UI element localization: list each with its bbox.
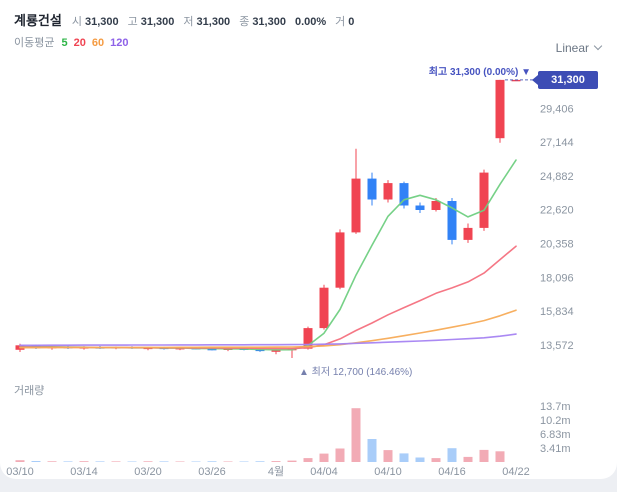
badge-arrow-left-icon: [532, 75, 538, 85]
candle-body: [319, 287, 329, 329]
volume-bar: [111, 461, 121, 462]
price-axis-label: 24,882: [540, 171, 574, 183]
candle-body: [271, 350, 281, 352]
candle-body: [447, 201, 457, 240]
volume-bar: [447, 448, 457, 462]
candle-body: [335, 232, 345, 288]
volume-bar: [95, 461, 105, 462]
close-field: 종 31,300: [239, 16, 286, 28]
price-axis-label: 20,358: [540, 239, 574, 251]
current-price-badge: 31,300: [532, 71, 598, 89]
candle-body: [383, 183, 393, 200]
ma-line-5: [19, 159, 517, 351]
volume-bar: [191, 461, 201, 462]
moving-average-legend: 이동평균 5 20 60 120: [14, 34, 128, 50]
volume-bar: [63, 461, 73, 462]
volume-bar: [271, 461, 281, 462]
price-volume-chart[interactable]: 29,406 27,144 24,882 22,620 20,358 18,096 15,8…: [0, 0, 617, 479]
ma-line-120: [19, 333, 517, 347]
candle-body: [367, 178, 377, 200]
x-axis-label: 04/10: [374, 466, 402, 478]
candle-body: [399, 183, 409, 206]
volume-bar: [159, 461, 169, 462]
candle-body: [479, 172, 489, 228]
ma-line-20: [19, 245, 517, 350]
candle-body: [415, 205, 425, 210]
price-axis-label: 22,620: [540, 205, 574, 217]
volume-bar: [463, 456, 473, 462]
volume-bar: [367, 439, 377, 462]
x-axis-label: 03/20: [134, 466, 162, 478]
price-axis-label: 29,406: [540, 103, 574, 115]
price-axis-label: 15,834: [540, 306, 574, 318]
stock-header: 계룡건설 시 31,300 고 31,300 저 31,300 종 31,300…: [14, 10, 354, 29]
volume-pane-label: 거래량: [14, 385, 45, 397]
volume-bar: [207, 461, 217, 462]
volume-axis-label: 13.7m: [540, 401, 571, 413]
volume-bar: [335, 448, 345, 462]
high-annotation: 최고 31,300 (0.00%) ▼: [428, 67, 531, 78]
x-axis-label: 04/16: [438, 466, 466, 478]
volume-bar: [479, 449, 489, 462]
volume-bar: [143, 461, 153, 462]
volume-bar: [303, 458, 313, 462]
x-axis-label: 4월: [268, 465, 284, 478]
volume-bar: [223, 461, 233, 462]
open-field: 시 31,300: [71, 16, 119, 28]
candle-body: [511, 79, 521, 82]
volume-bar: [431, 458, 441, 462]
candle-body: [303, 328, 313, 349]
stock-name: 계룡건설: [14, 13, 62, 28]
moving-average-label: 이동평균: [14, 37, 55, 49]
volume-bar: [31, 461, 41, 462]
price-axis-label: 13,572: [540, 340, 574, 352]
volume-bar: [255, 461, 265, 462]
volume-bar: [47, 461, 57, 462]
high-field: 고 31,300: [127, 16, 175, 28]
ma-legend-5: 5: [61, 37, 68, 49]
low-annotation: ▲ 최저 12,700 (146.46%): [299, 367, 413, 378]
volume-axis-label: 6.83m: [540, 429, 571, 441]
ma-legend-60: 60: [91, 37, 105, 49]
candle-body: [463, 227, 473, 240]
candle-body: [351, 178, 361, 233]
x-axis-label: 04/22: [502, 466, 530, 478]
ma-legend-120: 120: [110, 37, 129, 49]
volume-bar: [175, 461, 185, 462]
x-axis-label: 03/14: [70, 466, 98, 478]
volume-field: 거 0: [335, 16, 355, 28]
volume-bar: [383, 450, 393, 462]
low-field: 저 31,300: [183, 16, 231, 28]
candle-body: [431, 201, 441, 210]
volume-bar: [399, 453, 409, 462]
volume-bar: [79, 461, 89, 462]
volume-bar: [127, 461, 137, 462]
price-axis-label: 27,144: [540, 137, 574, 149]
ma-legend-20: 20: [73, 37, 86, 49]
ma-line-60: [19, 309, 517, 349]
scale-selector-dropdown[interactable]: Linear: [555, 41, 603, 55]
price-axis-label: 18,096: [540, 272, 574, 284]
x-axis-label: 03/26: [198, 466, 226, 478]
volume-axis-label: 10.2m: [540, 415, 571, 427]
volume-bar: [495, 451, 505, 462]
candle-body: [495, 79, 505, 139]
candle-body: [207, 348, 217, 351]
volume-bar: [351, 408, 361, 462]
stock-chart-card: 계룡건설 시 31,300 고 31,300 저 31,300 종 31,300…: [0, 0, 617, 479]
volume-axis-label: 3.41m: [540, 443, 571, 455]
volume-bar: [415, 457, 425, 462]
x-axis-label: 04/04: [310, 466, 338, 478]
volume-bar: [239, 461, 249, 462]
scale-selector-label: Linear: [555, 41, 589, 55]
volume-bar: [287, 460, 297, 462]
volume-bar: [15, 460, 25, 462]
change-percent: 0.00%: [294, 16, 327, 28]
volume-bar: [319, 453, 329, 462]
x-axis-label: 03/10: [6, 466, 34, 478]
